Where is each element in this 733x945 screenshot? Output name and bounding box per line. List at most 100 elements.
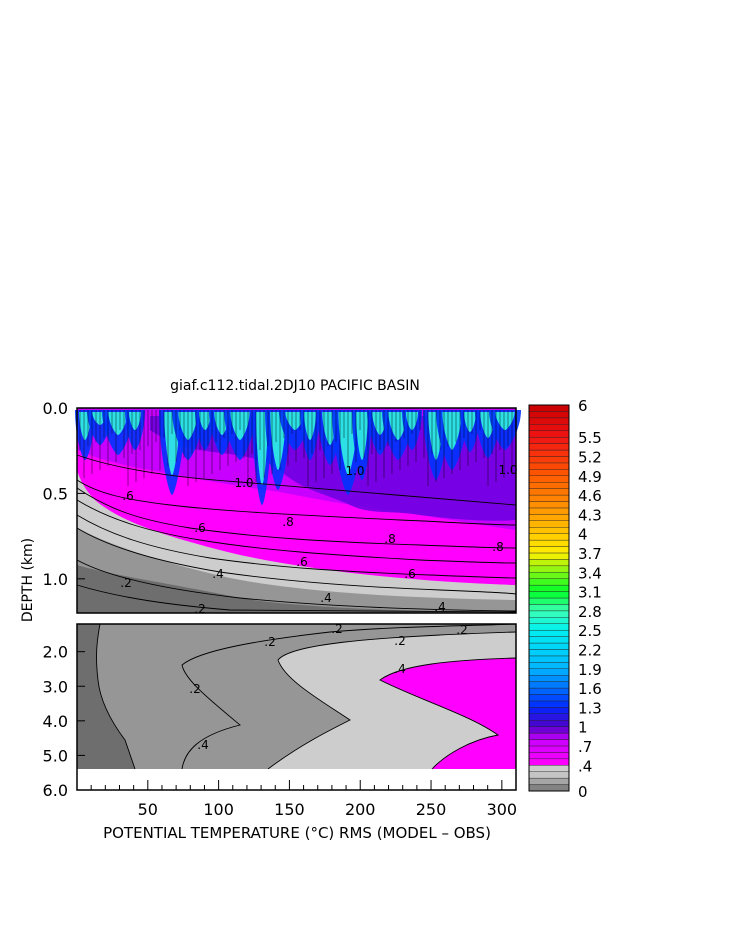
- x-tick-label: 300: [487, 800, 518, 819]
- contour-label: 1.0: [234, 476, 253, 490]
- colorbar-band: [528, 694, 570, 702]
- colorbar-label: .7: [578, 738, 592, 756]
- gray-band-mid: [77, 470, 516, 612]
- colorbar-label: 0: [578, 783, 588, 801]
- depth-contour: [76, 454, 517, 506]
- colorbar-band: [528, 732, 570, 740]
- colorbar-frame: [528, 404, 570, 792]
- x-tick-label: 50: [138, 800, 158, 819]
- colorbar-band: [528, 494, 570, 502]
- colorbar-band: [528, 488, 570, 496]
- contour-label: .6: [194, 521, 205, 535]
- colorbar-band: [528, 726, 570, 734]
- colorbar: 65.55.24.94.64.343.73.43.12.82.52.21.91.…: [528, 397, 602, 801]
- gray-band-light: [77, 470, 516, 600]
- contour-label: .2: [264, 635, 275, 649]
- colorbar-label: 4: [578, 526, 588, 544]
- colorbar-label: 3.7: [578, 545, 602, 563]
- colorbar-band: [528, 610, 570, 618]
- colorbar-band: [528, 578, 570, 586]
- y-tick-label: 1.0: [43, 570, 68, 589]
- colorbar-label: 1.3: [578, 699, 602, 717]
- colorbar-band: [528, 539, 570, 547]
- colorbar-band: [528, 430, 570, 438]
- colorbar-label: 6: [578, 397, 588, 415]
- depth-contour: [76, 479, 517, 526]
- contour-label: .4: [212, 567, 223, 581]
- chart-title: giaf.c112.tidal.2DJ10 PACIFIC BASIN: [170, 378, 420, 394]
- lower-light-region: [268, 624, 516, 769]
- colorbar-band: [528, 507, 570, 515]
- contour-label: .4: [197, 738, 208, 752]
- colorbar-band: [528, 745, 570, 753]
- colorbar-band: [528, 591, 570, 599]
- contour-label: .6: [122, 489, 133, 503]
- upper-panel: .2 .2 .4 .4 .4 .6 .6 .6 .6 .8 .8 .8 1.0 1.0 1.0: [75, 408, 521, 616]
- colorbar-band: [528, 417, 570, 425]
- axes: 0.0 0.5 1.0 2.0 3.0 4.0 5.0 6.0 50 100 150 200 250 30…: [43, 399, 518, 819]
- contour-label: .4: [394, 662, 405, 676]
- colorbar-label: 2.2: [578, 641, 602, 659]
- colorbar-label: 1: [578, 719, 588, 737]
- colorbar-label: 2.8: [578, 603, 602, 621]
- colorbar-band: [528, 681, 570, 689]
- colorbar-band: [528, 527, 570, 534]
- colorbar-label: 1.6: [578, 680, 602, 698]
- colorbar-band: [528, 514, 570, 521]
- plume-core: [108, 412, 128, 435]
- colorbar-band: [528, 520, 570, 528]
- colorbar-band: [528, 565, 570, 573]
- y-tick-label: 5.0: [43, 746, 68, 765]
- colorbar-band: [528, 559, 570, 567]
- contour-label: .8: [384, 532, 395, 546]
- colorbar-label: 5.5: [578, 429, 602, 447]
- contour-label: .2: [456, 623, 467, 637]
- lower-contour: [379, 657, 517, 770]
- y-tick-label: 0.5: [43, 484, 68, 503]
- plume-core: [256, 412, 268, 485]
- colorbar-band: [528, 604, 570, 612]
- colorbar-band: [528, 752, 570, 760]
- colorbar-band: [528, 758, 570, 766]
- colorbar-band: [528, 662, 570, 669]
- colorbar-band: [528, 771, 570, 779]
- x-axis-label: POTENTIAL TEMPERATURE (°C) RMS (MODEL – …: [103, 824, 491, 842]
- contour-label: .2: [331, 622, 342, 636]
- y-tick-label: 2.0: [43, 643, 68, 662]
- colorbar-label: 5.2: [578, 448, 602, 466]
- colorbar-band: [528, 449, 570, 457]
- lower-dark-region: [77, 624, 135, 769]
- y-axis-label: DEPTH (km): [20, 538, 36, 622]
- contour-label: .8: [492, 540, 503, 554]
- upper-frame: [76, 407, 517, 614]
- lower-frame: [76, 623, 517, 791]
- colorbar-label: .4: [578, 757, 592, 775]
- colorbar-label: 1.9: [578, 661, 602, 679]
- colorbar-band: [528, 700, 570, 708]
- depth-contour: [76, 514, 517, 579]
- colorbar-band: [528, 584, 570, 592]
- colorbar-label: 4.3: [578, 506, 602, 524]
- colorbar-band: [528, 777, 570, 785]
- depth-contour: [76, 559, 517, 612]
- colorbar-band: [528, 456, 570, 464]
- colorbar-band: [528, 475, 570, 483]
- lower-panel: .2 .2 .2 .2 .2 .4 .4: [77, 622, 517, 790]
- colorbar-band: [528, 469, 570, 476]
- contour-label: .8: [282, 515, 293, 529]
- lower-contour: [96, 623, 136, 770]
- plume-core: [464, 412, 476, 432]
- colorbar-band: [528, 675, 570, 682]
- contour-label: .2: [394, 634, 405, 648]
- depth-contour: [76, 487, 517, 549]
- contour-label: .4: [320, 591, 331, 605]
- colorbar-band: [528, 720, 570, 727]
- colorbar-band: [528, 617, 570, 624]
- x-tick-label: 250: [416, 800, 447, 819]
- colorbar-band: [528, 436, 570, 444]
- y-tick-label: 6.0: [43, 781, 68, 800]
- depth-contour: [76, 527, 517, 595]
- lower-contour: [267, 631, 517, 770]
- contour-label: .6: [404, 567, 415, 581]
